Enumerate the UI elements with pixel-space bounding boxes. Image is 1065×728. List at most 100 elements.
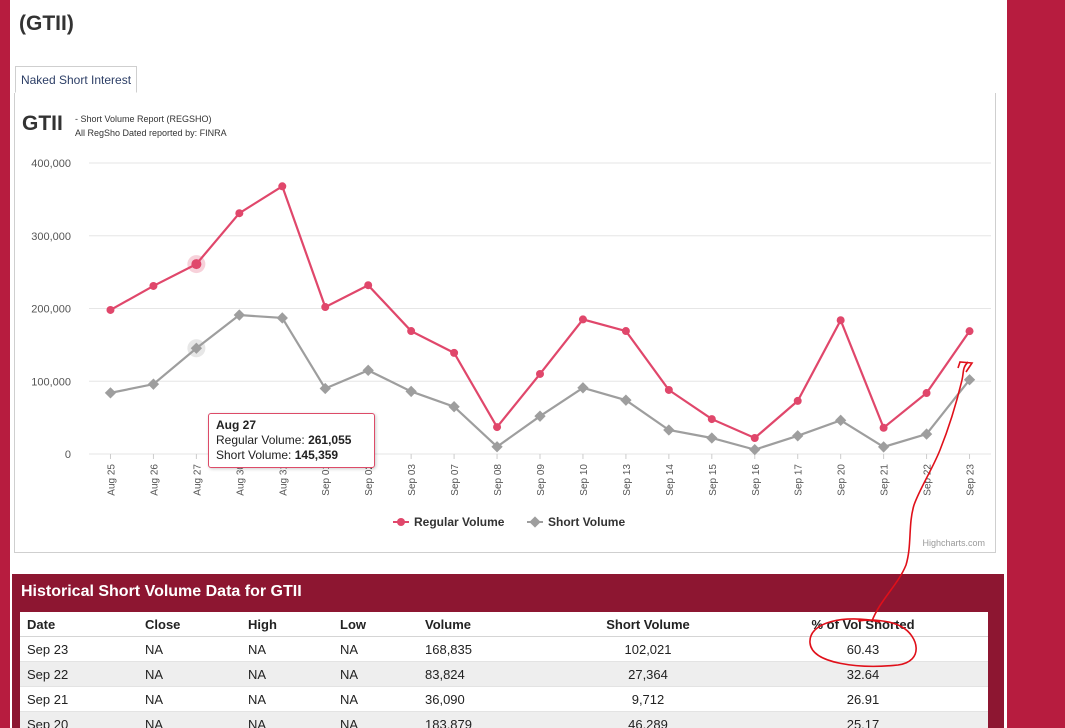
data-point [750,433,759,442]
data-point [407,327,416,336]
y-tick-label: 0 [65,449,71,461]
col-low[interactable]: Low [333,612,418,637]
y-tick-label: 100,000 [31,376,71,388]
cell-volume: 183,879 [418,711,558,728]
legend-item-label[interactable]: Regular Volume [414,515,505,529]
highcharts-credits[interactable]: Highcharts.com [922,538,985,548]
data-point [149,281,158,290]
tooltip-short-label: Short Volume: [216,448,292,462]
x-tick-label: Aug 30 [235,464,246,496]
cell-pct-shorted: 26.91 [738,686,988,712]
cell-high: NA [241,686,333,712]
col-high[interactable]: High [241,612,333,637]
data-point [664,385,673,394]
y-tick-label: 400,000 [31,158,71,170]
historical-table-wrap: Date Close High Low Volume Short Volume … [20,612,988,728]
data-point [190,342,203,354]
data-point [450,348,459,357]
data-point [321,303,330,312]
x-tick-label: Sep 08 [493,464,504,496]
cell-high: NA [241,661,333,687]
x-tick-label: Sep 21 [880,464,891,496]
data-point [877,441,890,453]
x-tick-label: Sep 16 [751,464,762,496]
col-pct-shorted[interactable]: % of Vol Shorted [738,612,988,637]
x-tick-label: Sep 13 [622,464,633,496]
x-tick-label: Sep 17 [794,464,805,496]
tooltip-short-value: 145,359 [294,448,339,462]
table-row: Sep 20 NA NA NA 183,879 46,289 25.17 [20,711,988,728]
data-point [106,305,115,314]
cell-short-volume: 9,712 [558,686,738,712]
data-point [620,394,632,406]
cell-short-volume: 46,289 [558,711,738,728]
x-tick-label: Sep 01 [321,464,332,496]
legend-symbol-marker [529,516,541,528]
data-point [147,378,160,390]
x-tick-label: Sep 14 [665,464,676,496]
y-tick-label: 300,000 [31,231,71,243]
table-row: Sep 23 NA NA NA 168,835 102,021 60.43 [20,636,988,662]
page: (GTII) Naked Short Interest 0 100,000 200,… [10,0,1007,728]
data-point [405,385,417,398]
cell-volume: 36,090 [418,686,558,712]
x-tick-label: Aug 27 [192,464,203,496]
chart-container: 0 100,000 200,000 300,000 400,000 Aug 25 Aug 2… [14,93,996,553]
data-point [491,441,503,453]
x-tick-label: Aug 25 [106,464,117,496]
data-point [235,209,244,218]
data-point [191,259,202,270]
historical-table: Date Close High Low Volume Short Volume … [20,612,988,728]
cell-short-volume: 102,021 [558,636,738,662]
data-point [578,315,587,324]
data-point [233,309,245,321]
cell-date: Sep 21 [20,686,138,712]
table-row: Sep 22 NA NA NA 83,824 27,364 32.64 [20,661,988,687]
chart-subtitle-line1: - Short Volume Report (REGSHO) [75,114,212,124]
x-tick-label: Sep 23 [966,464,977,496]
cell-pct-shorted: 60.43 [738,636,988,662]
historical-short-volume-panel: Historical Short Volume Data for GTII Da… [12,574,1004,728]
col-short-volume[interactable]: Short Volume [558,612,738,637]
data-point [792,430,804,442]
x-tick-label: Sep 03 [407,464,418,496]
cell-date: Sep 23 [20,636,138,662]
x-tick-label: Sep 20 [837,464,848,496]
data-point [362,364,374,376]
short-volume-chart: 0 100,000 200,000 300,000 400,000 Aug 25 Aug 2… [31,158,991,529]
historical-title: Historical Short Volume Data for GTII [21,583,302,600]
cell-low: NA [333,661,418,687]
data-point [319,382,331,395]
data-point [276,312,288,324]
col-date[interactable]: Date [20,612,138,637]
data-point [278,182,287,191]
data-point [879,423,888,432]
cell-close: NA [138,711,241,728]
data-point [749,443,761,456]
y-tick-label: 200,000 [31,304,71,316]
cell-pct-shorted: 32.64 [738,661,988,687]
cell-high: NA [241,636,333,662]
cell-volume: 168,835 [418,636,558,662]
table-row: Sep 21 NA NA NA 36,090 9,712 26.91 [20,686,988,712]
tab-naked-short-interest[interactable]: Naked Short Interest [15,66,137,93]
chart-subtitle: - Short Volume Report (REGSHO) All RegSh… [75,112,227,140]
tooltip-regular-label: Regular Volume: [216,433,305,447]
data-point [922,389,931,398]
x-tick-label: Aug 26 [149,464,160,496]
legend-item-label[interactable]: Short Volume [548,515,625,529]
page-title: (GTII) [19,12,74,35]
cell-volume: 83,824 [418,661,558,687]
x-tick-label: Sep 02 [364,464,375,496]
data-point [965,327,974,336]
data-point [706,432,718,444]
chart-tooltip: Aug 27 Regular Volume: 261,055 Short Vol… [208,413,375,468]
col-volume[interactable]: Volume [418,612,558,637]
col-close[interactable]: Close [138,612,241,637]
data-point [663,424,675,436]
x-tick-label: Sep 09 [536,464,547,496]
cell-low: NA [333,686,418,712]
data-point [104,387,117,399]
chart-symbol: GTII [22,112,63,135]
data-point [448,401,460,413]
